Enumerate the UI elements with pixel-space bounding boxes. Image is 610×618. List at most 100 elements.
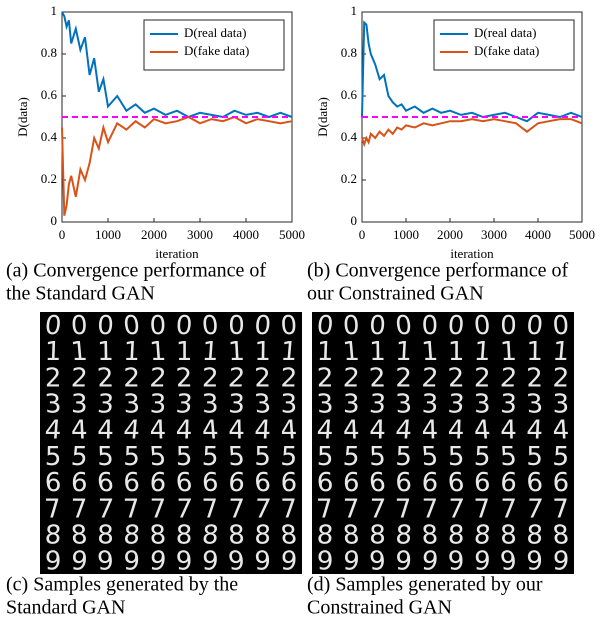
sample-digit: 0 — [280, 311, 298, 341]
legend-box — [143, 19, 285, 71]
sample-digit: 3 — [280, 390, 297, 420]
sample-digit: 9 — [526, 547, 543, 577]
sample-digit: 0 — [316, 311, 335, 341]
sample-digit: 1 — [342, 337, 361, 367]
sample-digit: 9 — [474, 547, 492, 577]
sample-digit: 4 — [201, 416, 220, 446]
sample-digit: 7 — [525, 494, 544, 524]
sample-digit: 0 — [44, 311, 63, 341]
sample-digit: 1 — [316, 337, 334, 367]
caption: (d) Samples generated by our — [307, 574, 543, 596]
sample-digit: 2 — [123, 363, 140, 393]
x-tick-label: 1000 — [95, 227, 121, 242]
sample-digit: 5 — [123, 442, 141, 472]
sample-digit: 3 — [421, 390, 438, 420]
sample-digit: 8 — [421, 521, 439, 551]
x-tick-label: 0 — [359, 227, 366, 242]
sample-digit: 4 — [421, 416, 439, 446]
sample-digit: 9 — [499, 547, 518, 577]
y-tick-label: 1 — [351, 3, 358, 18]
sample-digit: 7 — [175, 494, 194, 524]
sample-digit: 3 — [447, 390, 466, 420]
sample-digit: 3 — [343, 390, 360, 420]
sample-digit: 3 — [96, 390, 115, 420]
sample-digit: 8 — [448, 521, 465, 551]
sample-digit: 8 — [44, 521, 62, 551]
sample-digit: 3 — [44, 390, 63, 420]
sample-digit: 1 — [499, 337, 517, 367]
caption: Constrained GAN — [307, 597, 452, 618]
sample-digit: 8 — [526, 521, 544, 551]
sample-digit: 8 — [176, 521, 193, 551]
sample-digit: 0 — [500, 311, 517, 341]
sample-digit: 9 — [317, 547, 334, 577]
sample-digit: 2 — [317, 363, 334, 393]
sample-digit: 7 — [422, 494, 439, 524]
sample-grid — [40, 312, 302, 574]
sample-digit: 6 — [316, 468, 334, 498]
sample-digit: 4 — [175, 416, 193, 446]
sample-digit: 1 — [254, 337, 271, 367]
sample-digit: 2 — [499, 363, 518, 393]
sample-digit: 5 — [473, 442, 491, 472]
sample-digit: 0 — [394, 311, 413, 341]
sample-digit: 5 — [342, 442, 361, 472]
sample-digit: 4 — [316, 416, 335, 446]
sample-digit: 7 — [280, 494, 298, 524]
data-line — [361, 20, 583, 123]
sample-digit: 6 — [499, 468, 518, 498]
sample-digit: 1 — [526, 337, 543, 367]
sample-digit: 0 — [552, 311, 570, 341]
sample-digit: 3 — [316, 390, 335, 420]
sample-digit: 0 — [447, 311, 465, 341]
x-tick-label: 5000 — [279, 227, 305, 242]
y-tick-label: 0.2 — [341, 171, 357, 186]
x-tick-label: 5000 — [569, 227, 595, 242]
caption: (c) Samples generated by the — [6, 574, 238, 596]
y-tick-label: 0.6 — [41, 87, 58, 102]
y-tick-label: 0.4 — [341, 129, 358, 144]
sample-digit: 6 — [368, 468, 387, 498]
sample-digit: 4 — [122, 416, 141, 446]
sample-digit: 2 — [474, 363, 491, 393]
sample-digit: 5 — [254, 442, 271, 472]
sample-digit: 4 — [342, 416, 360, 446]
sample-digit: 2 — [149, 363, 168, 393]
sample-digit: 0 — [201, 311, 220, 341]
sample-digit: 6 — [447, 468, 466, 498]
sample-digit: 5 — [448, 442, 465, 472]
x-tick-label: 3000 — [187, 227, 213, 242]
sample-digit: 1 — [97, 337, 114, 367]
sample-digit: 1 — [551, 337, 570, 367]
y-tick-label: 0.2 — [41, 171, 57, 186]
x-tick-label: 1000 — [393, 227, 419, 242]
sample-digit: 5 — [70, 442, 89, 472]
caption: Standard GAN — [6, 597, 125, 618]
sample-digit: 9 — [123, 547, 140, 577]
data-line — [361, 118, 583, 148]
sample-digit: 5 — [499, 442, 518, 472]
y-tick-label: 1 — [51, 3, 58, 18]
sample-digit: 1 — [201, 337, 220, 367]
sample-digit: 3 — [149, 390, 166, 420]
sample-digit: 6 — [44, 468, 62, 498]
sample-digit: 5 — [227, 442, 246, 472]
sample-digit: 2 — [526, 363, 544, 393]
sample-digit: 6 — [227, 468, 246, 498]
sample-digit: 3 — [473, 390, 491, 420]
sample-digit: 9 — [227, 547, 246, 577]
legend-label: D(fake data) — [474, 43, 539, 58]
sample-digit: 8 — [149, 521, 167, 551]
sample-digit: 8 — [342, 521, 361, 551]
sample-digit: 0 — [149, 311, 166, 341]
sample-digit: 3 — [228, 390, 246, 420]
sample-digit: 0 — [342, 311, 360, 341]
sample-digit: 8 — [279, 521, 298, 551]
sample-digit: 2 — [395, 363, 412, 393]
caption: (b) Convergence performance of — [307, 260, 569, 282]
y-tick-label: 0.8 — [41, 45, 57, 60]
legend-label: D(real data) — [474, 25, 536, 40]
sample-digit: 2 — [421, 363, 440, 393]
x-tick-label: 3000 — [481, 227, 507, 242]
